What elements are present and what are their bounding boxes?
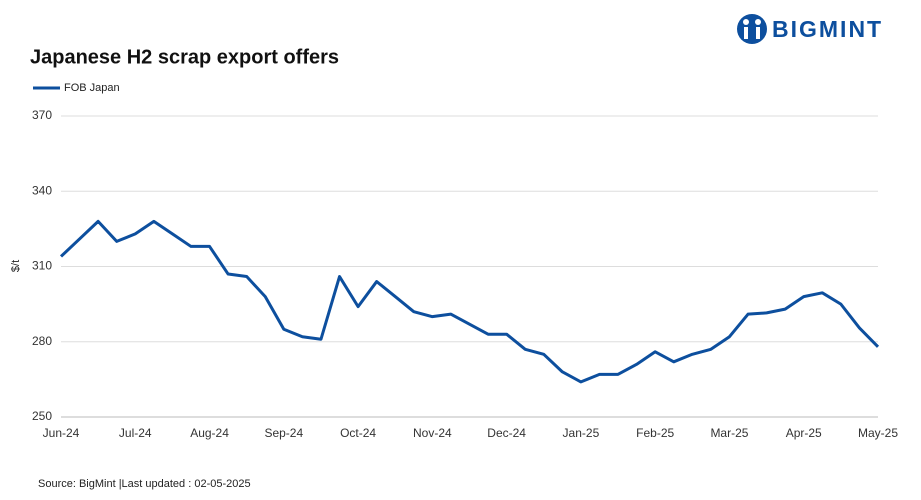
x-tick-label: Jan-25 [563, 426, 600, 440]
x-tick-label: Aug-24 [190, 426, 229, 440]
x-tick-label: Jul-24 [119, 426, 152, 440]
data-line [59, 219, 880, 384]
logo: BIGMINT [737, 14, 883, 44]
x-tick-label: Nov-24 [413, 426, 452, 440]
x-tick-label: Mar-25 [710, 426, 748, 440]
y-axis-label: $/t [10, 260, 22, 272]
x-tick-label: Dec-24 [487, 426, 526, 440]
brand-name: BIGMINT [772, 16, 883, 42]
y-tick-label: 280 [32, 334, 52, 348]
legend-label: FOB Japan [64, 82, 120, 94]
y-tick-label: 370 [32, 108, 52, 122]
x-tick-label: Feb-25 [636, 426, 674, 440]
logo-icon [756, 27, 760, 39]
logo-icon [737, 14, 767, 44]
y-tick-label: 310 [32, 259, 52, 273]
source-note: Source: BigMint |Last updated : 02-05-20… [38, 478, 251, 490]
chart-title: Japanese H2 scrap export offers [30, 46, 339, 68]
logo-icon [744, 27, 748, 39]
logo-icon [743, 19, 749, 25]
x-tick-label: May-25 [858, 426, 898, 440]
y-tick-label: 250 [32, 409, 52, 423]
y-tick-label: 340 [32, 183, 52, 197]
x-tick-label: Jun-24 [43, 426, 80, 440]
x-tick-label: Sep-24 [264, 426, 303, 440]
x-tick-label: Oct-24 [340, 426, 376, 440]
x-tick-label: Apr-25 [786, 426, 822, 440]
logo-icon [755, 19, 761, 25]
